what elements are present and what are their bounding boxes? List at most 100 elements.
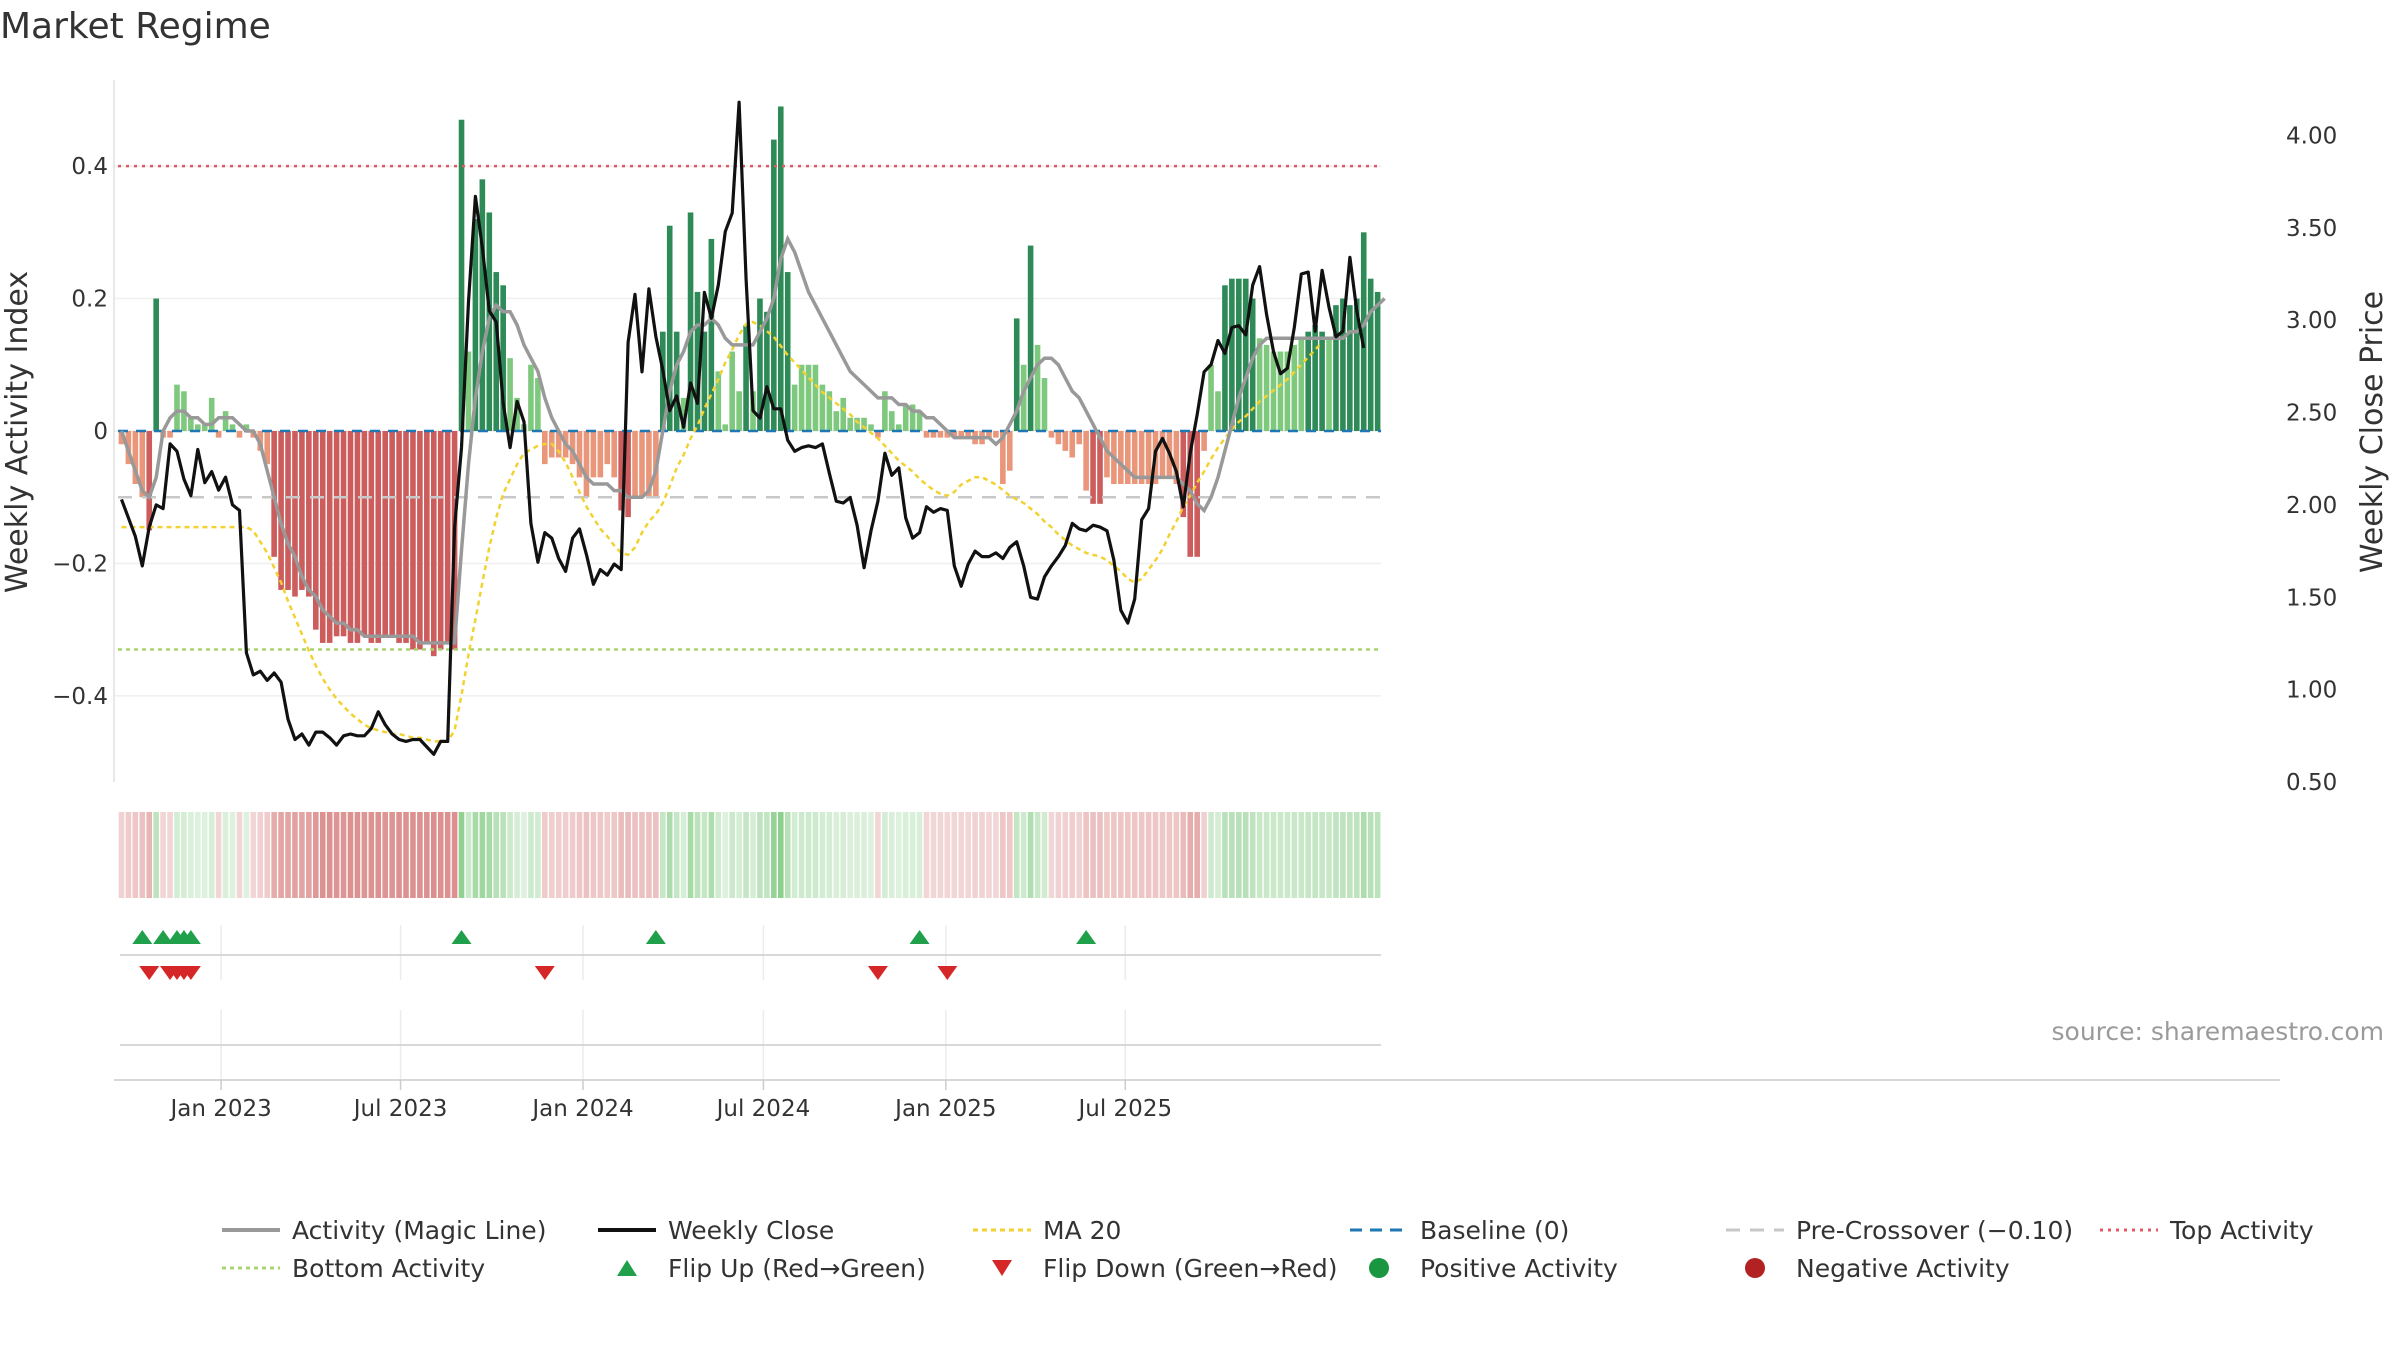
regime-strip-cell xyxy=(1166,812,1173,898)
flip-up-marker xyxy=(180,930,201,944)
regime-strip-cell xyxy=(1367,812,1374,898)
activity-bar xyxy=(319,431,326,643)
regime-strip-cell xyxy=(750,812,756,898)
activity-bar xyxy=(722,424,729,431)
legend-swatch xyxy=(1745,1258,1765,1278)
regime-strip-cell xyxy=(909,812,916,898)
regime-strip-cell xyxy=(1104,812,1110,898)
regime-strip-cell xyxy=(507,812,513,898)
activity-bar xyxy=(1090,431,1096,504)
regime-strip-cell xyxy=(299,812,305,898)
regime-strip-cell xyxy=(1347,812,1353,898)
regime-strip-cell xyxy=(257,812,264,898)
activity-bar xyxy=(208,397,215,431)
regime-strip-cell xyxy=(1055,812,1062,898)
regime-strip-cell xyxy=(188,812,194,898)
regime-strip-cell xyxy=(632,812,638,898)
activity-bar xyxy=(410,431,416,650)
regime-strip-cell xyxy=(1201,812,1207,898)
activity-bar xyxy=(729,351,735,431)
activity-bar xyxy=(146,431,153,531)
regime-strip-cell xyxy=(548,812,555,898)
regime-strip-cell xyxy=(771,812,777,898)
regime-strip-cell xyxy=(139,812,146,898)
legend-swatch xyxy=(617,1260,637,1276)
regime-strip-cell xyxy=(916,812,923,898)
legend-label: Flip Down (Green→Red) xyxy=(1043,1254,1338,1283)
regime-strip-cell xyxy=(1305,812,1312,898)
flip-markers xyxy=(132,930,1097,980)
activity-bar xyxy=(1069,431,1076,458)
regime-strip-cell xyxy=(680,812,687,898)
activity-bar xyxy=(465,351,472,431)
regime-strip-cell xyxy=(895,812,902,898)
activity-bar xyxy=(576,431,583,478)
activity-bar xyxy=(1159,431,1166,478)
activity-bar xyxy=(201,424,208,431)
regime-strip-cell xyxy=(521,812,527,898)
activity-bar xyxy=(1180,431,1187,518)
regime-strip-cell xyxy=(236,812,243,898)
activity-bar xyxy=(673,331,680,431)
activity-bar xyxy=(1374,291,1381,431)
regime-strip-cell xyxy=(403,812,409,898)
activity-bar xyxy=(639,431,645,498)
regime-strip-cell xyxy=(326,812,333,898)
legend-label: Activity (Magic Line) xyxy=(292,1216,546,1245)
regime-strip-cell xyxy=(562,812,569,898)
legend-label: Baseline (0) xyxy=(1420,1216,1569,1245)
activity-bar xyxy=(479,179,486,431)
regime-strip-cell xyxy=(1034,812,1041,898)
activity-bar xyxy=(625,431,631,518)
flip-down-marker xyxy=(180,966,201,980)
regime-strip-cell xyxy=(229,812,236,898)
regime-strip-cell xyxy=(1249,812,1256,898)
activity-bar xyxy=(1145,431,1152,484)
activity-bar xyxy=(1048,431,1055,438)
activity-bar xyxy=(174,384,180,431)
activity-bar xyxy=(951,431,958,438)
legend-label: Positive Activity xyxy=(1420,1254,1618,1283)
flip-down-marker xyxy=(139,966,160,980)
regime-strip-cell xyxy=(306,812,312,898)
flip-up-marker xyxy=(1076,930,1097,944)
regime-strip-cell xyxy=(986,812,992,898)
regime-strip-cell xyxy=(195,812,201,898)
regime-strip-cell xyxy=(611,812,618,898)
activity-bar xyxy=(909,404,916,431)
activity-bar xyxy=(396,431,402,643)
activity-bar xyxy=(229,424,236,431)
regime-strip-cell xyxy=(708,812,715,898)
regime-strip-cell xyxy=(382,812,388,898)
regime-strip-cell xyxy=(625,812,631,898)
regime-strip-cell xyxy=(243,812,250,898)
regime-strip-cell xyxy=(493,812,500,898)
activity-bar xyxy=(243,424,250,431)
legend-label: Negative Activity xyxy=(1796,1254,2010,1283)
regime-strip-cell xyxy=(1097,812,1103,898)
activity-bar xyxy=(694,291,701,431)
regime-strip-cell xyxy=(1159,812,1166,898)
regime-strip-cell xyxy=(958,812,965,898)
activity-bar xyxy=(666,225,673,431)
regime-strip-cell xyxy=(118,812,125,898)
regime-strip-cell xyxy=(361,812,368,898)
activity-bar xyxy=(833,411,840,431)
activity-bar xyxy=(1236,278,1242,431)
activity-bar xyxy=(923,431,930,438)
regime-strip-cell xyxy=(1340,812,1346,898)
activity-bar xyxy=(1083,431,1089,491)
activity-bar xyxy=(1222,285,1228,431)
activity-bar xyxy=(167,431,173,438)
regime-strip-cell xyxy=(410,812,416,898)
regime-strip-cell xyxy=(791,812,798,898)
activity-bar xyxy=(1208,364,1214,431)
activity-bar xyxy=(1124,431,1131,484)
activity-bar xyxy=(1305,331,1312,431)
activity-bar xyxy=(139,431,146,498)
activity-bar xyxy=(1201,431,1207,451)
activity-bar xyxy=(902,404,909,431)
activity-bar xyxy=(847,417,853,431)
regime-strip-cell xyxy=(847,812,853,898)
